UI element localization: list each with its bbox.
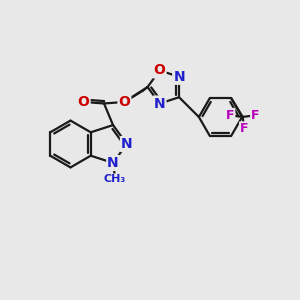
Text: F: F [226, 109, 234, 122]
Text: N: N [154, 97, 165, 110]
Text: O: O [118, 95, 130, 109]
Text: F: F [240, 122, 248, 135]
Text: O: O [78, 95, 90, 109]
Text: CH₃: CH₃ [103, 174, 126, 184]
Text: O: O [154, 64, 166, 77]
Text: N: N [173, 70, 185, 84]
Text: N: N [121, 137, 133, 151]
Text: N: N [107, 156, 119, 170]
Text: F: F [251, 109, 260, 122]
